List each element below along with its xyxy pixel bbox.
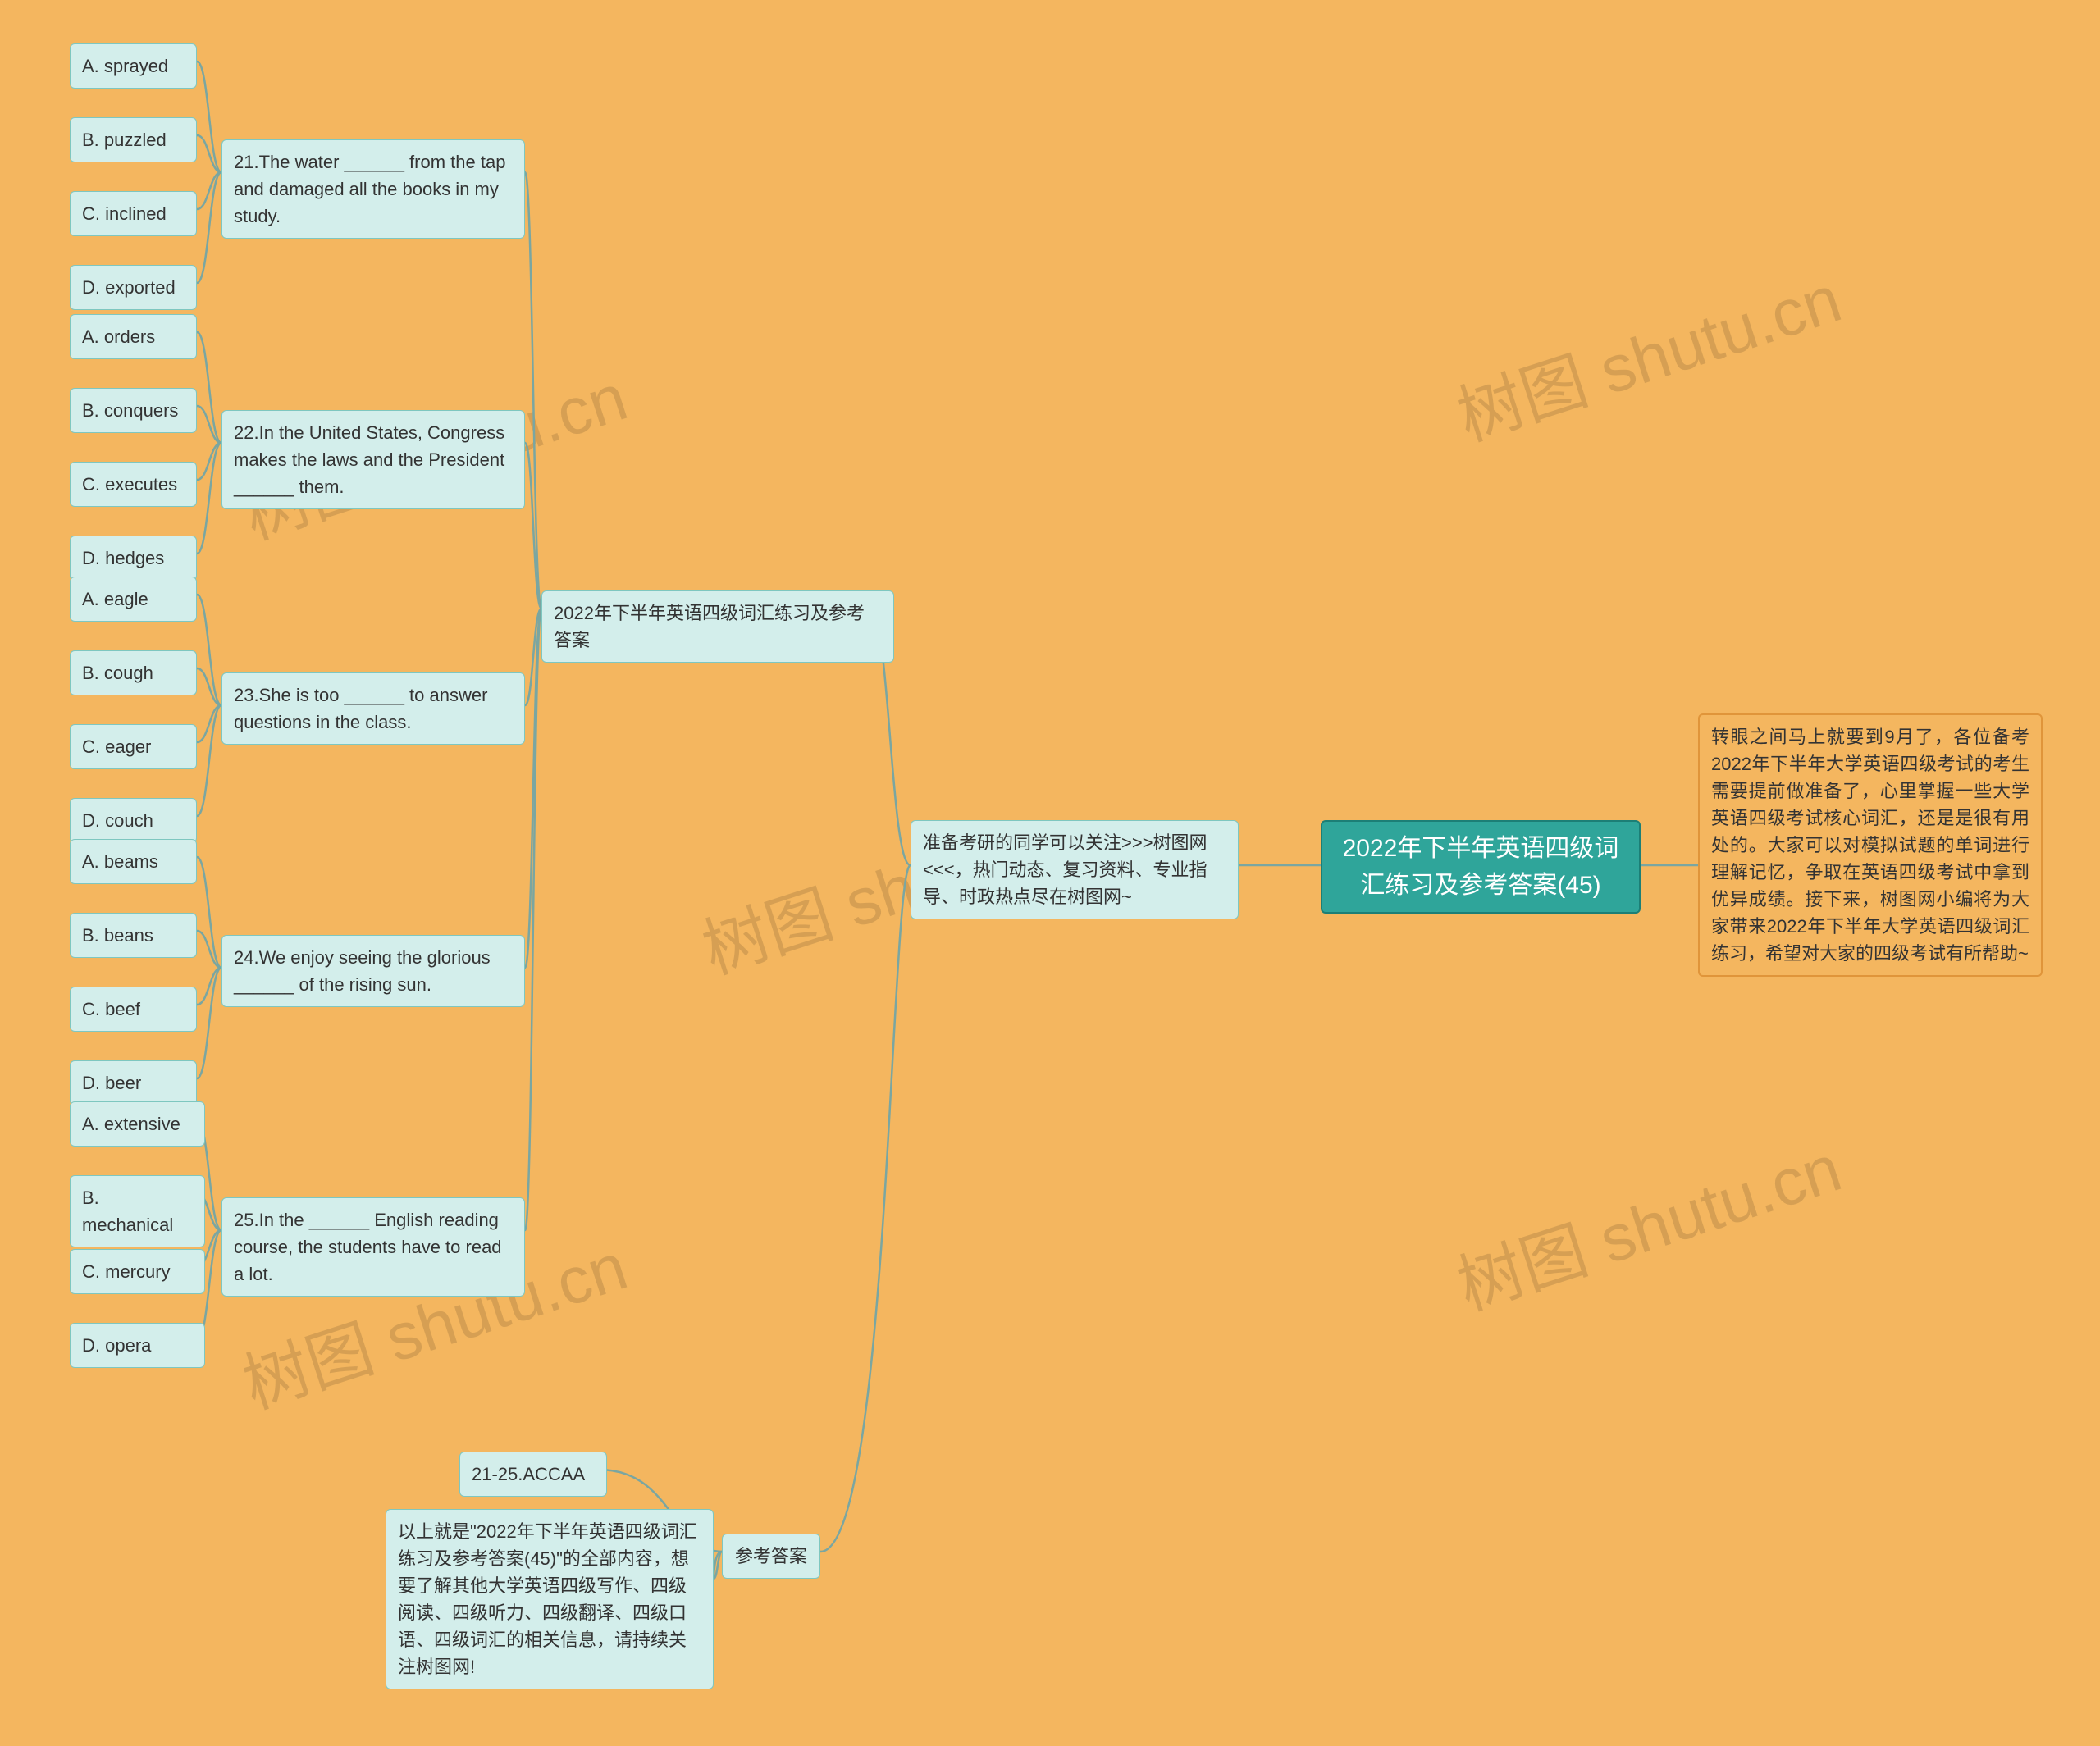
choice-text: A. sprayed — [82, 56, 168, 76]
answer-key-node: 21-25.ACCAA — [459, 1452, 607, 1497]
choice-node[interactable]: A. beams — [70, 839, 197, 884]
choice-text: A. beams — [82, 851, 158, 872]
answers-node[interactable]: 参考答案 — [722, 1534, 820, 1579]
choice-node[interactable]: B. beans — [70, 913, 197, 958]
choice-text: C. inclined — [82, 203, 167, 224]
choice-text: B. cough — [82, 663, 153, 683]
question-text: 24.We enjoy seeing the glorious ______ o… — [234, 947, 491, 995]
choice-text: D. exported — [82, 277, 176, 298]
question-text: 21.The water ______ from the tap and dam… — [234, 152, 505, 226]
choice-text: C. mercury — [82, 1261, 171, 1282]
choice-node[interactable]: C. eager — [70, 724, 197, 769]
root-node[interactable]: 2022年下半年英语四级词汇练习及参考答案(45) — [1321, 820, 1641, 914]
question-node[interactable]: 23.She is too ______ to answer questions… — [221, 672, 525, 745]
choice-text: C. eager — [82, 736, 151, 757]
footer-text: 以上就是"2022年下半年英语四级词汇练习及参考答案(45)"的全部内容，想要了… — [398, 1521, 697, 1677]
choice-node[interactable]: B. puzzled — [70, 117, 197, 162]
choice-text: D. couch — [82, 810, 153, 831]
choice-node[interactable]: D. couch — [70, 798, 197, 843]
choice-text: D. beer — [82, 1073, 141, 1093]
choice-text: B. beans — [82, 925, 153, 946]
section-title: 2022年下半年英语四级词汇练习及参考答案 — [554, 603, 865, 650]
section-node[interactable]: 2022年下半年英语四级词汇练习及参考答案 — [541, 590, 894, 663]
choice-text: A. extensive — [82, 1114, 180, 1134]
question-node[interactable]: 25.In the ______ English reading course,… — [221, 1197, 525, 1297]
question-text: 22.In the United States, Congress makes … — [234, 422, 504, 497]
choice-node[interactable]: D. hedges — [70, 536, 197, 581]
choice-text: C. beef — [82, 999, 140, 1019]
choice-text: B. puzzled — [82, 130, 167, 150]
answer-key-text: 21-25.ACCAA — [472, 1464, 585, 1484]
root-title: 2022年下半年英语四级词汇练习及参考答案(45) — [1343, 835, 1619, 899]
question-node[interactable]: 22.In the United States, Congress makes … — [221, 410, 525, 509]
question-node[interactable]: 21.The water ______ from the tap and dam… — [221, 139, 525, 239]
choice-text: D. opera — [82, 1335, 151, 1356]
question-text: 23.She is too ______ to answer questions… — [234, 685, 487, 732]
choice-node[interactable]: A. sprayed — [70, 43, 197, 89]
choice-text: A. orders — [82, 326, 155, 347]
choice-node[interactable]: A. extensive — [70, 1101, 205, 1147]
choice-node[interactable]: C. beef — [70, 987, 197, 1032]
intro-text: 转眼之间马上就要到9月了，各位备考2022年下半年大学英语四级考试的考生需要提前… — [1711, 727, 2029, 964]
choice-text: D. hedges — [82, 548, 164, 568]
choice-node[interactable]: C. mercury — [70, 1249, 205, 1294]
choice-node[interactable]: D. beer — [70, 1060, 197, 1105]
choice-text: A. eagle — [82, 589, 148, 609]
choice-node[interactable]: B. cough — [70, 650, 197, 695]
choice-node[interactable]: A. eagle — [70, 577, 197, 622]
intro-node: 转眼之间马上就要到9月了，各位备考2022年下半年大学英语四级考试的考生需要提前… — [1698, 713, 2043, 977]
choice-node[interactable]: C. inclined — [70, 191, 197, 236]
choice-node[interactable]: C. executes — [70, 462, 197, 507]
hub-node[interactable]: 准备考研的同学可以关注>>>树图网<<<，热门动态、复习资料、专业指导、时政热点… — [911, 820, 1239, 919]
choice-text: C. executes — [82, 474, 177, 495]
choice-node[interactable]: B. mechanical — [70, 1175, 205, 1247]
hub-text: 准备考研的同学可以关注>>>树图网<<<，热门动态、复习资料、专业指导、时政热点… — [923, 832, 1208, 907]
watermark: 树图 shutu.cn — [1444, 246, 1851, 459]
choice-node[interactable]: D. exported — [70, 265, 197, 310]
footer-node: 以上就是"2022年下半年英语四级词汇练习及参考答案(45)"的全部内容，想要了… — [386, 1509, 714, 1689]
choice-node[interactable]: D. opera — [70, 1323, 205, 1368]
question-text: 25.In the ______ English reading course,… — [234, 1210, 502, 1284]
choice-node[interactable]: B. conquers — [70, 388, 197, 433]
choice-text: B. mechanical — [82, 1188, 173, 1235]
choice-text: B. conquers — [82, 400, 178, 421]
question-node[interactable]: 24.We enjoy seeing the glorious ______ o… — [221, 935, 525, 1007]
watermark: 树图 shutu.cn — [1444, 1115, 1851, 1329]
answers-label: 参考答案 — [735, 1546, 807, 1566]
choice-node[interactable]: A. orders — [70, 314, 197, 359]
